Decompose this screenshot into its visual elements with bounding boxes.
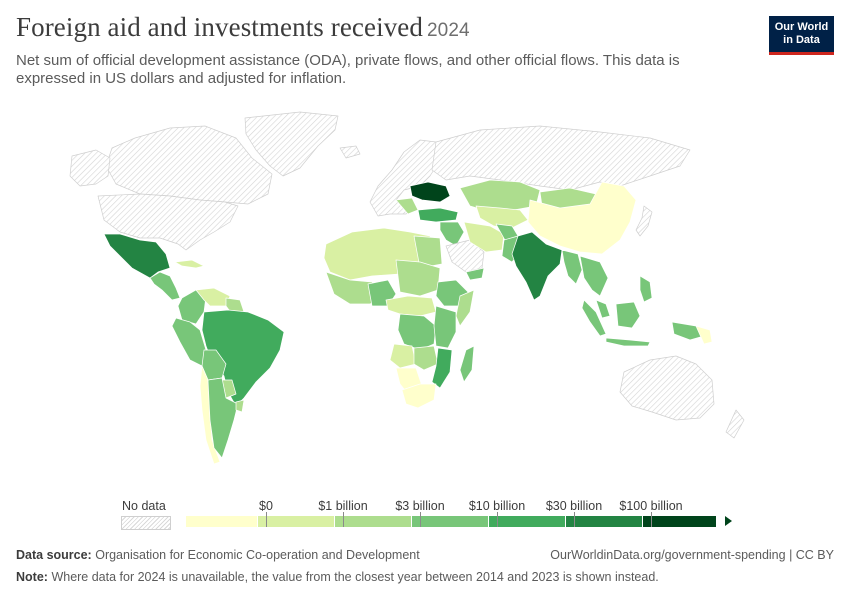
region-japan[interactable] xyxy=(635,205,653,237)
region-indonesia-borneo[interactable] xyxy=(615,301,641,329)
region-kazakhstan[interactable] xyxy=(459,179,541,213)
region-greenland[interactable] xyxy=(244,111,339,177)
region-mexico[interactable] xyxy=(103,233,171,279)
title-year: 2024 xyxy=(426,20,470,41)
source-label: Data source: xyxy=(16,548,92,562)
region-indochina[interactable] xyxy=(579,255,609,297)
region-europe[interactable] xyxy=(369,139,441,217)
chart-title: Foreign aid and investments received 2024 xyxy=(16,12,470,43)
logo-line-1: Our World xyxy=(774,21,829,33)
note-label: Note: xyxy=(16,570,48,584)
legend-arrow-icon xyxy=(725,516,732,526)
region-australia[interactable] xyxy=(619,355,715,421)
region-dr-congo[interactable] xyxy=(397,313,437,351)
legend-bin-4[interactable] xyxy=(412,516,489,527)
legend-label-4: $30 billion xyxy=(545,499,603,513)
region-caribbean[interactable] xyxy=(174,259,205,269)
legend-no-data-swatch[interactable] xyxy=(121,516,171,530)
region-east-africa[interactable] xyxy=(433,305,457,349)
legend-tick-3b xyxy=(420,512,421,527)
region-alaska[interactable] xyxy=(69,149,111,187)
region-new-zealand[interactable] xyxy=(725,409,745,439)
region-argentina[interactable] xyxy=(207,377,239,459)
region-egypt[interactable] xyxy=(413,235,443,269)
region-somalia[interactable] xyxy=(455,289,475,327)
title-text: Foreign aid and investments received xyxy=(16,12,423,42)
source-text[interactable]: Organisation for Economic Co-operation a… xyxy=(95,548,420,562)
region-angola[interactable] xyxy=(389,343,417,369)
region-yemen[interactable] xyxy=(465,267,485,281)
legend-label-2: $3 billion xyxy=(395,499,445,513)
legend-no-data-label: No data xyxy=(122,499,166,513)
region-usa[interactable] xyxy=(97,193,239,251)
region-central-asia[interactable] xyxy=(475,205,529,229)
region-central-africa[interactable] xyxy=(385,295,437,317)
legend-bin-6[interactable] xyxy=(566,516,643,527)
region-peru[interactable] xyxy=(171,317,207,367)
color-legend: No data $0 $1 billion $3 billion $10 bil… xyxy=(0,495,850,535)
chart-subtitle: Net sum of official development assistan… xyxy=(16,52,680,87)
legend-label-1: $1 billion xyxy=(318,499,368,513)
region-philippines[interactable] xyxy=(639,275,653,303)
legend-bin-2[interactable] xyxy=(258,516,335,527)
region-zambia[interactable] xyxy=(413,345,439,371)
footer-source: Data source: Organisation for Economic C… xyxy=(16,548,834,562)
region-indonesia-sumatra[interactable] xyxy=(581,299,607,337)
legend-tick-0 xyxy=(266,512,267,527)
region-turkey[interactable] xyxy=(417,207,459,223)
legend-bin-1[interactable] xyxy=(186,516,258,527)
world-map[interactable] xyxy=(0,100,850,495)
region-canada[interactable] xyxy=(105,125,273,205)
region-mozambique[interactable] xyxy=(431,347,453,389)
footer-note: Note: Where data for 2024 is unavailable… xyxy=(16,570,834,584)
world-map-svg[interactable] xyxy=(0,100,850,495)
region-russia[interactable] xyxy=(431,125,691,191)
legend-tick-30b xyxy=(574,512,575,527)
legend-label-0: $0 xyxy=(259,499,273,513)
region-malaysia[interactable] xyxy=(595,299,611,319)
legend-label-3: $10 billion xyxy=(468,499,526,513)
source-url-link[interactable]: OurWorldinData.org/government-spending |… xyxy=(550,548,834,562)
region-myanmar[interactable] xyxy=(561,249,583,285)
legend-color-bar xyxy=(186,516,717,527)
region-china[interactable] xyxy=(527,181,637,255)
region-ukraine[interactable] xyxy=(409,181,451,203)
logo-line-2: in Data xyxy=(783,34,820,46)
region-madagascar[interactable] xyxy=(459,345,475,383)
legend-tick-10b xyxy=(497,512,498,527)
legend-tick-1b xyxy=(343,512,344,527)
legend-bin-5[interactable] xyxy=(489,516,566,527)
legend-label-5: $100 billion xyxy=(619,499,683,513)
legend-tick-100b xyxy=(651,512,652,527)
region-india[interactable] xyxy=(511,231,563,301)
region-iran[interactable] xyxy=(463,221,505,253)
region-uruguay[interactable] xyxy=(235,399,245,413)
owid-logo[interactable]: Our World in Data xyxy=(769,16,834,55)
region-central-america[interactable] xyxy=(149,271,181,301)
legend-bin-3[interactable] xyxy=(335,516,412,527)
region-png[interactable] xyxy=(695,325,713,345)
region-iceland[interactable] xyxy=(339,145,361,159)
region-south-africa[interactable] xyxy=(401,383,437,409)
note-text: Where data for 2024 is unavailable, the … xyxy=(51,570,659,584)
region-indonesia-java[interactable] xyxy=(605,337,651,347)
legend-bin-7[interactable] xyxy=(643,516,717,527)
